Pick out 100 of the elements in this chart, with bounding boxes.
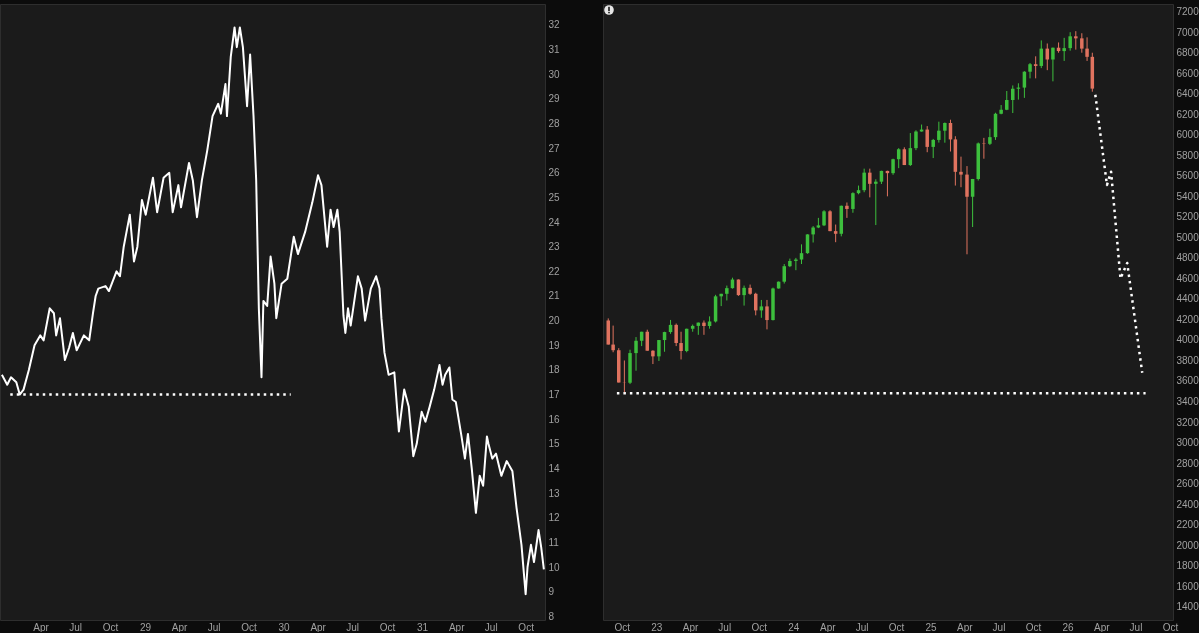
x-tick-label: Jul (718, 621, 732, 633)
x-tick-label: Oct (518, 621, 535, 633)
y-tick-label: 8 (548, 610, 555, 622)
candlestick (999, 104, 1003, 115)
candlestick (1051, 47, 1055, 82)
x-tick-label: Apr (33, 621, 50, 633)
x-tick-label: Apr (448, 621, 466, 633)
x-tick-label: 24 (788, 621, 800, 633)
y-tick-label: 3200 (1176, 416, 1199, 428)
x-tick-label: Jul (484, 621, 498, 633)
candlestick (1074, 30, 1078, 51)
y-tick-label: 1400 (1176, 601, 1199, 613)
y-tick-label: 4600 (1176, 272, 1199, 284)
y-tick-label: 2000 (1176, 539, 1199, 551)
candlestick (937, 121, 941, 144)
y-tick-label: 22 (548, 265, 561, 277)
y-tick-label: 13 (548, 487, 561, 499)
x-tick-label: 25 (925, 621, 938, 633)
candlestick (679, 331, 683, 360)
x-tick-label: Jul (992, 621, 1006, 633)
x-tick-label: Apr (957, 621, 974, 633)
y-tick-label: 4000 (1176, 334, 1199, 346)
x-tick-label: Jul (855, 621, 869, 633)
candlestick (1068, 31, 1072, 52)
candlestick (1080, 32, 1084, 54)
y-tick-label: 16 (548, 413, 561, 425)
candlestick (742, 285, 746, 307)
y-tick-label: 3400 (1176, 396, 1199, 407)
y-tick-label: 12 (548, 512, 561, 524)
y-tick-label: 17 (548, 389, 561, 401)
candlestick (702, 319, 706, 336)
candlestick (611, 325, 615, 353)
candlestick (782, 263, 786, 285)
y-tick-label: 28 (548, 118, 561, 129)
y-tick-label: 26 (548, 167, 561, 179)
y-tick-label: 5000 (1176, 231, 1199, 243)
y-tick-label: 1600 (1176, 580, 1199, 592)
x-tick-label: Apr (171, 621, 189, 633)
y-tick-label: 24 (548, 216, 561, 228)
candlestick (988, 128, 992, 146)
y-tick-label: 6400 (1176, 88, 1199, 100)
y-tick-label: 6800 (1176, 47, 1199, 59)
y-tick-label: 27 (548, 142, 561, 154)
candlestick (914, 129, 918, 151)
y-tick-label: 6600 (1176, 67, 1199, 79)
x-tick-label: 29 (139, 621, 152, 633)
y-tick-label: 1800 (1176, 560, 1199, 572)
x-tick-label: Oct (1025, 621, 1042, 633)
candlestick (845, 201, 849, 219)
candlestick (674, 323, 678, 347)
x-tick-label: 30 (278, 621, 291, 633)
candlestick (765, 299, 769, 330)
y-tick-label: 5800 (1176, 149, 1199, 161)
candlestick (959, 156, 963, 188)
x-tick-label: Apr (310, 621, 327, 633)
x-tick-label: 23 (651, 621, 663, 633)
x-tick-label: Oct (241, 621, 258, 633)
y-tick-label: 7000 (1176, 26, 1199, 38)
y-tick-label: 4400 (1176, 293, 1199, 305)
x-tick-label: Oct (888, 621, 905, 633)
candlestick (634, 336, 638, 372)
y-tick-label: 7200 (1176, 6, 1199, 18)
y-tick-label: 3600 (1176, 375, 1199, 387)
x-tick-label: Apr (682, 621, 700, 633)
candlestick (965, 165, 969, 255)
x-tick-label: Jul (1129, 621, 1143, 633)
candlestick (943, 121, 947, 144)
y-tick-label: 6200 (1176, 108, 1199, 120)
y-tick-label: 4200 (1176, 313, 1199, 325)
y-tick-label: 25 (548, 191, 561, 203)
y-tick-label: 5400 (1176, 190, 1199, 202)
y-tick-label: 20 (548, 315, 561, 327)
y-tick-label: 18 (548, 364, 561, 376)
y-tick-label: 4800 (1176, 252, 1199, 264)
x-tick-label: 26 (1062, 621, 1075, 633)
y-tick-label: 29 (548, 93, 561, 105)
y-tick-label: 10 (548, 561, 561, 573)
y-tick-label: 19 (548, 339, 561, 351)
x-tick-label: Oct (1162, 621, 1179, 633)
candlestick (982, 137, 986, 160)
candlestick (1062, 37, 1066, 62)
candlestick (1028, 62, 1032, 79)
x-tick-label: Apr (1094, 621, 1111, 633)
x-tick-label: Oct (751, 621, 768, 633)
x-tick-label: 31 (416, 621, 429, 633)
candlestick (1085, 36, 1089, 62)
x-tick-label: Jul (69, 621, 83, 633)
y-tick-label: 2800 (1176, 457, 1199, 469)
x-tick-label: Apr (820, 621, 837, 633)
candlestick (811, 225, 815, 243)
candlestick (925, 125, 929, 153)
y-tick-label: 23 (548, 241, 561, 253)
candlestick (1033, 55, 1038, 79)
candlestick (931, 138, 935, 159)
y-tick-label: 2600 (1176, 478, 1199, 490)
candlestick (868, 168, 872, 198)
y-tick-label: 14 (548, 462, 561, 474)
candlestick (1011, 84, 1015, 114)
candlestick (862, 168, 866, 193)
y-tick-label: 6000 (1176, 129, 1199, 141)
